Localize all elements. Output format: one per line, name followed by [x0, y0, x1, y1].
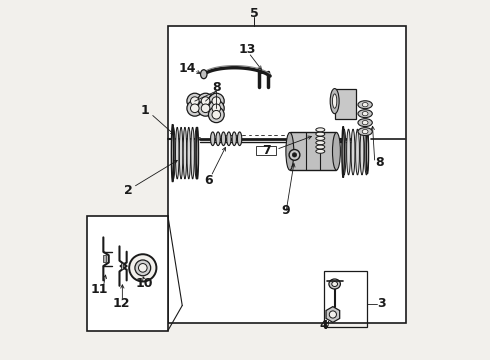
Text: 11: 11	[91, 283, 108, 296]
Circle shape	[187, 100, 203, 116]
Ellipse shape	[362, 103, 368, 107]
Ellipse shape	[316, 128, 325, 132]
Ellipse shape	[172, 127, 175, 179]
Ellipse shape	[172, 125, 174, 182]
Text: 10: 10	[136, 278, 153, 291]
Ellipse shape	[332, 282, 338, 287]
Circle shape	[187, 93, 203, 109]
Bar	[168, 26, 406, 323]
Ellipse shape	[316, 149, 325, 153]
Text: 12: 12	[113, 297, 130, 310]
Ellipse shape	[238, 132, 242, 145]
Ellipse shape	[216, 132, 220, 145]
Ellipse shape	[187, 127, 191, 179]
Text: 7: 7	[262, 144, 271, 157]
Text: 14: 14	[179, 62, 196, 75]
Circle shape	[212, 111, 220, 119]
Ellipse shape	[191, 127, 195, 179]
Ellipse shape	[200, 70, 207, 79]
Ellipse shape	[362, 112, 368, 116]
Bar	[87, 216, 168, 330]
Circle shape	[212, 97, 220, 105]
Text: 8: 8	[212, 81, 220, 94]
Circle shape	[191, 97, 199, 105]
Text: 8: 8	[375, 156, 384, 169]
Text: 13: 13	[238, 42, 255, 55]
Ellipse shape	[351, 129, 355, 175]
Circle shape	[135, 260, 151, 276]
Circle shape	[191, 104, 199, 113]
Ellipse shape	[316, 141, 325, 145]
Bar	[290, 132, 337, 170]
Ellipse shape	[286, 132, 294, 170]
Circle shape	[139, 264, 147, 272]
Ellipse shape	[365, 129, 368, 175]
Bar	[121, 263, 123, 269]
Ellipse shape	[333, 94, 337, 108]
Circle shape	[197, 100, 214, 116]
Ellipse shape	[333, 132, 341, 170]
Circle shape	[329, 311, 337, 318]
Bar	[324, 271, 367, 327]
Ellipse shape	[366, 131, 368, 174]
Ellipse shape	[183, 127, 187, 179]
Ellipse shape	[196, 127, 198, 179]
Ellipse shape	[316, 145, 325, 149]
Ellipse shape	[175, 127, 179, 179]
Ellipse shape	[227, 132, 231, 145]
Ellipse shape	[195, 127, 198, 179]
Circle shape	[289, 149, 300, 160]
Ellipse shape	[362, 130, 368, 134]
Ellipse shape	[316, 136, 325, 140]
Circle shape	[208, 107, 224, 123]
Ellipse shape	[330, 89, 339, 114]
Ellipse shape	[179, 127, 183, 179]
Text: 2: 2	[124, 184, 133, 197]
Circle shape	[129, 254, 156, 282]
Ellipse shape	[356, 129, 360, 175]
Circle shape	[208, 93, 224, 109]
Ellipse shape	[342, 129, 346, 175]
Circle shape	[201, 104, 210, 113]
Circle shape	[208, 100, 224, 116]
Ellipse shape	[329, 279, 341, 289]
Ellipse shape	[232, 132, 236, 145]
Ellipse shape	[360, 129, 364, 175]
Text: 9: 9	[282, 204, 290, 217]
Circle shape	[212, 104, 220, 113]
Ellipse shape	[358, 110, 372, 118]
Circle shape	[197, 93, 214, 109]
Ellipse shape	[362, 121, 368, 125]
Bar	[256, 145, 276, 155]
Ellipse shape	[316, 132, 325, 136]
Bar	[335, 89, 356, 119]
Bar	[102, 255, 105, 262]
Ellipse shape	[211, 132, 215, 145]
Ellipse shape	[221, 132, 225, 145]
Polygon shape	[326, 307, 340, 322]
Ellipse shape	[358, 119, 372, 127]
Ellipse shape	[358, 101, 372, 109]
Ellipse shape	[358, 128, 372, 135]
Circle shape	[293, 153, 296, 157]
Text: 1: 1	[140, 104, 149, 117]
Text: 6: 6	[204, 174, 213, 186]
Ellipse shape	[346, 129, 350, 175]
Ellipse shape	[342, 126, 344, 177]
Text: 4: 4	[319, 319, 328, 332]
Text: 3: 3	[377, 297, 386, 310]
Text: 5: 5	[249, 7, 258, 20]
Circle shape	[201, 97, 210, 105]
